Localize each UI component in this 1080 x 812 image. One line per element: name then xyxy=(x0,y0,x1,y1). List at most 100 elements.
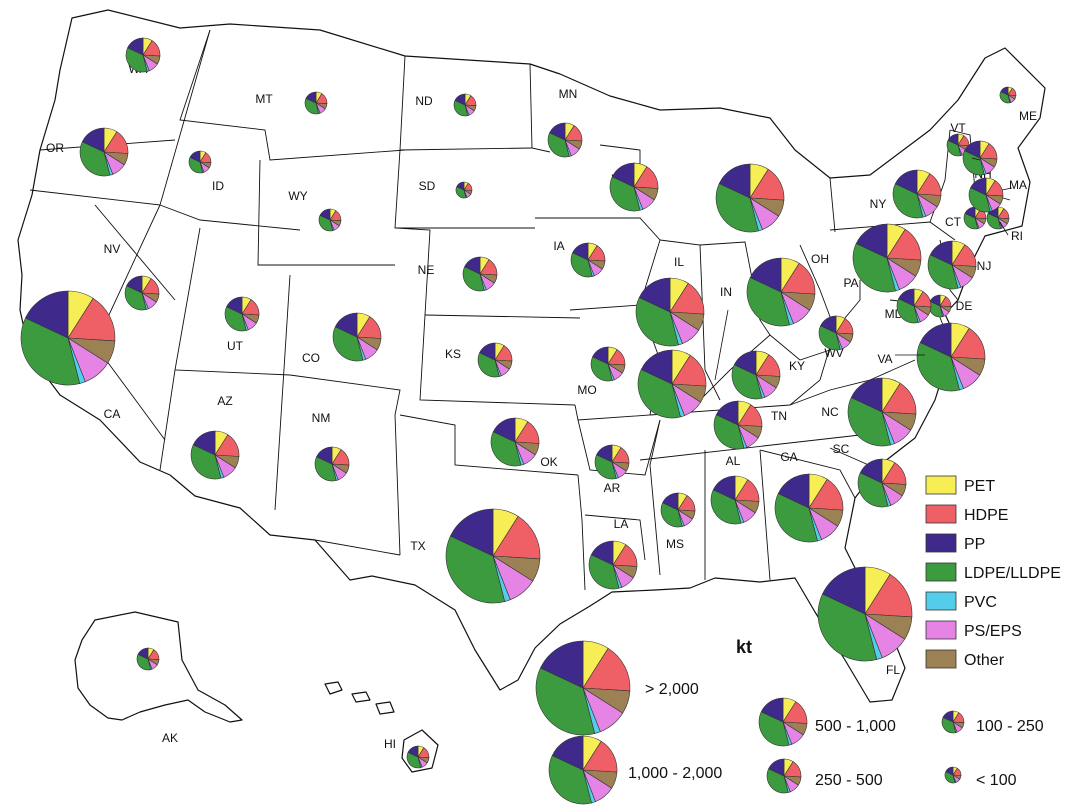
legend-swatch-hdpe xyxy=(925,504,957,524)
state-label-ga: GA xyxy=(780,450,797,464)
state-label-pa: PA xyxy=(843,276,858,290)
pie-slice-pp xyxy=(822,566,866,615)
legend-swatch-pp xyxy=(925,533,957,553)
pie-slice-ldpe-lldpe xyxy=(766,768,789,794)
pie-slice-pp xyxy=(492,417,516,443)
state-label-hi: HI xyxy=(384,737,396,751)
pie-la xyxy=(588,540,638,590)
pie-slice-pp xyxy=(640,349,673,385)
pie-in xyxy=(637,349,707,419)
pie-slice-ldpe-lldpe xyxy=(304,97,320,115)
pie-slice-ldpe-lldpe xyxy=(125,47,148,73)
legend-label: LDPE/LLDPE xyxy=(964,565,1061,582)
pie-al xyxy=(710,475,760,525)
pie-slice-ldpe-lldpe xyxy=(758,711,790,747)
pie-slice-ldpe-lldpe xyxy=(314,456,337,482)
connector-ma xyxy=(1001,187,1013,191)
pie-nj xyxy=(927,240,977,290)
alaska-outline xyxy=(74,611,243,723)
pie-slice-pp xyxy=(127,37,144,56)
pie-slice-pp xyxy=(189,150,201,163)
pie-me xyxy=(999,86,1017,104)
pie-slice-ldpe-lldpe xyxy=(594,454,617,480)
state-label-ak: AK xyxy=(162,731,178,745)
pie-slice-ldpe-lldpe xyxy=(941,716,957,734)
pie-wa xyxy=(125,37,161,73)
pie-slice-pp xyxy=(712,475,736,501)
pie-slice-pp xyxy=(768,758,785,777)
pie-slice-ldpe-lldpe xyxy=(318,214,334,232)
state-label-ct: CT xyxy=(945,215,962,229)
pie-vt xyxy=(946,133,970,157)
pie-id xyxy=(188,150,212,174)
state-label-ia: IA xyxy=(553,239,564,253)
state-borders xyxy=(29,29,1011,591)
label-connectors xyxy=(714,157,1013,381)
state-label-mt: MT xyxy=(255,92,273,106)
pie-slice-pp xyxy=(898,288,915,307)
legend-label: PS/EPS xyxy=(964,623,1022,640)
state-label-ky: KY xyxy=(789,359,805,373)
size-legend-label: > 2,000 xyxy=(645,681,699,698)
size-legend: kt > 2,000 1,000 - 2,000 500 - 1,000 250 - 5… xyxy=(535,637,1044,805)
pie-mn xyxy=(547,122,583,158)
pie-ak xyxy=(136,647,160,671)
pie-slice-pp xyxy=(715,400,739,426)
pie-slice-ldpe-lldpe xyxy=(968,187,991,213)
pie-slice-pp xyxy=(479,342,496,361)
pie-slice-pp xyxy=(760,697,784,723)
pie-slice-ldpe-lldpe xyxy=(20,317,81,386)
pie-slice-pp xyxy=(592,346,609,365)
state-label-ar: AR xyxy=(604,481,621,495)
state-label-ri: RI xyxy=(1011,229,1023,243)
pie-wy xyxy=(318,208,342,232)
size-legend-pie-0 xyxy=(535,640,631,736)
pie-slice-pp xyxy=(316,446,333,465)
pie-slice-pp xyxy=(1000,86,1009,96)
pie-slice-pp xyxy=(638,277,671,313)
pie-slice-pp xyxy=(662,492,679,511)
pie-slice-ldpe-lldpe xyxy=(588,554,620,590)
pie-slice-ldpe-lldpe xyxy=(715,183,759,233)
pie-va xyxy=(916,322,986,392)
pie-slice-ldpe-lldpe xyxy=(462,266,485,292)
legend-label: PP xyxy=(964,536,985,553)
pie-slice-ldpe-lldpe xyxy=(962,150,985,176)
pie-ms xyxy=(660,492,696,528)
connector-in xyxy=(714,309,729,381)
pie-slice-pp xyxy=(126,275,143,294)
size-legend-pie-2 xyxy=(758,697,808,747)
state-label-sc: SC xyxy=(833,442,850,456)
pie-pa xyxy=(852,223,922,293)
pie-sc xyxy=(857,458,907,508)
pie-slice-pp xyxy=(305,91,317,104)
state-label-ks: KS xyxy=(445,347,461,361)
pie-sd xyxy=(455,181,473,199)
pie-mt xyxy=(304,91,328,115)
state-label-nm: NM xyxy=(312,411,331,425)
pie-ky xyxy=(731,350,781,400)
pie-ca xyxy=(20,290,116,386)
legend-label: PET xyxy=(964,478,995,495)
size-legend-pie-3 xyxy=(766,758,802,794)
pie-slice-pp xyxy=(540,640,584,689)
pie-slice-ldpe-lldpe xyxy=(79,141,111,177)
pie-ma xyxy=(968,177,1004,213)
pie-slice-ldpe-lldpe xyxy=(713,414,745,450)
pie-slice-pp xyxy=(572,242,589,261)
pie-slice-hdpe xyxy=(864,573,913,618)
pie-mo xyxy=(590,346,626,382)
size-legend-label: 1,000 - 2,000 xyxy=(628,765,722,782)
pie-ut xyxy=(224,296,260,332)
pie-slice-ldpe-lldpe xyxy=(224,306,247,332)
pie-slice-pp xyxy=(970,177,987,196)
pie-slice-hdpe xyxy=(582,647,631,692)
state-label-la: LA xyxy=(614,517,629,531)
pie-hi xyxy=(406,745,430,769)
state-label-az: AZ xyxy=(217,394,232,408)
pie-slice-ldpe-lldpe xyxy=(847,397,891,447)
state-label-tx: TX xyxy=(410,539,425,553)
pie-nc xyxy=(847,377,917,447)
pie-slice-pp xyxy=(777,473,810,509)
legend-swatch-other xyxy=(925,649,957,669)
